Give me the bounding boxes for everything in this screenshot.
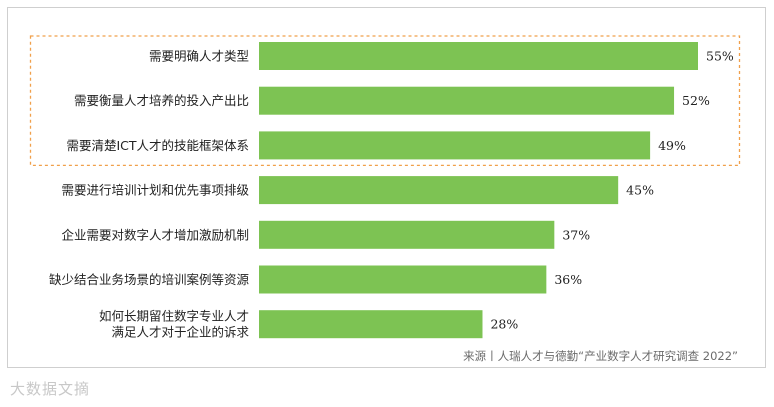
category-label: 如何长期留住数字专业人才	[99, 309, 249, 324]
category-label: 需要衡量人才培养的投入产出比	[74, 93, 249, 108]
value-label: 49%	[658, 138, 686, 153]
outer-border	[7, 7, 766, 368]
value-label: 52%	[682, 93, 710, 108]
category-label: 需要清楚ICT人才的技能框架体系	[66, 138, 249, 153]
category-label: 满足人才对于企业的诉求	[111, 325, 249, 340]
highlight-box	[29, 35, 741, 167]
source-note: 来源丨人瑞人才与德勤“产业数字人才研究调查 2022”	[463, 349, 738, 363]
value-label: 28%	[490, 317, 518, 332]
category-label: 企业需要对数字人才增加激励机制	[61, 227, 249, 242]
bar	[259, 265, 547, 294]
value-label: 36%	[554, 272, 582, 287]
bar	[259, 131, 651, 160]
watermark: 大数据文摘	[10, 380, 91, 398]
bar	[259, 176, 619, 205]
bar	[259, 220, 555, 249]
value-label: 45%	[626, 183, 654, 198]
value-label: 55%	[706, 49, 734, 64]
category-label: 需要进行培训计划和优先事项排级	[61, 183, 249, 198]
category-label: 缺少结合业务场景的培训案例等资源	[49, 272, 250, 287]
bar	[259, 42, 698, 70]
bar	[259, 86, 675, 115]
value-label: 37%	[562, 227, 590, 242]
category-label: 需要明确人才类型	[149, 49, 249, 64]
bar	[259, 310, 483, 339]
